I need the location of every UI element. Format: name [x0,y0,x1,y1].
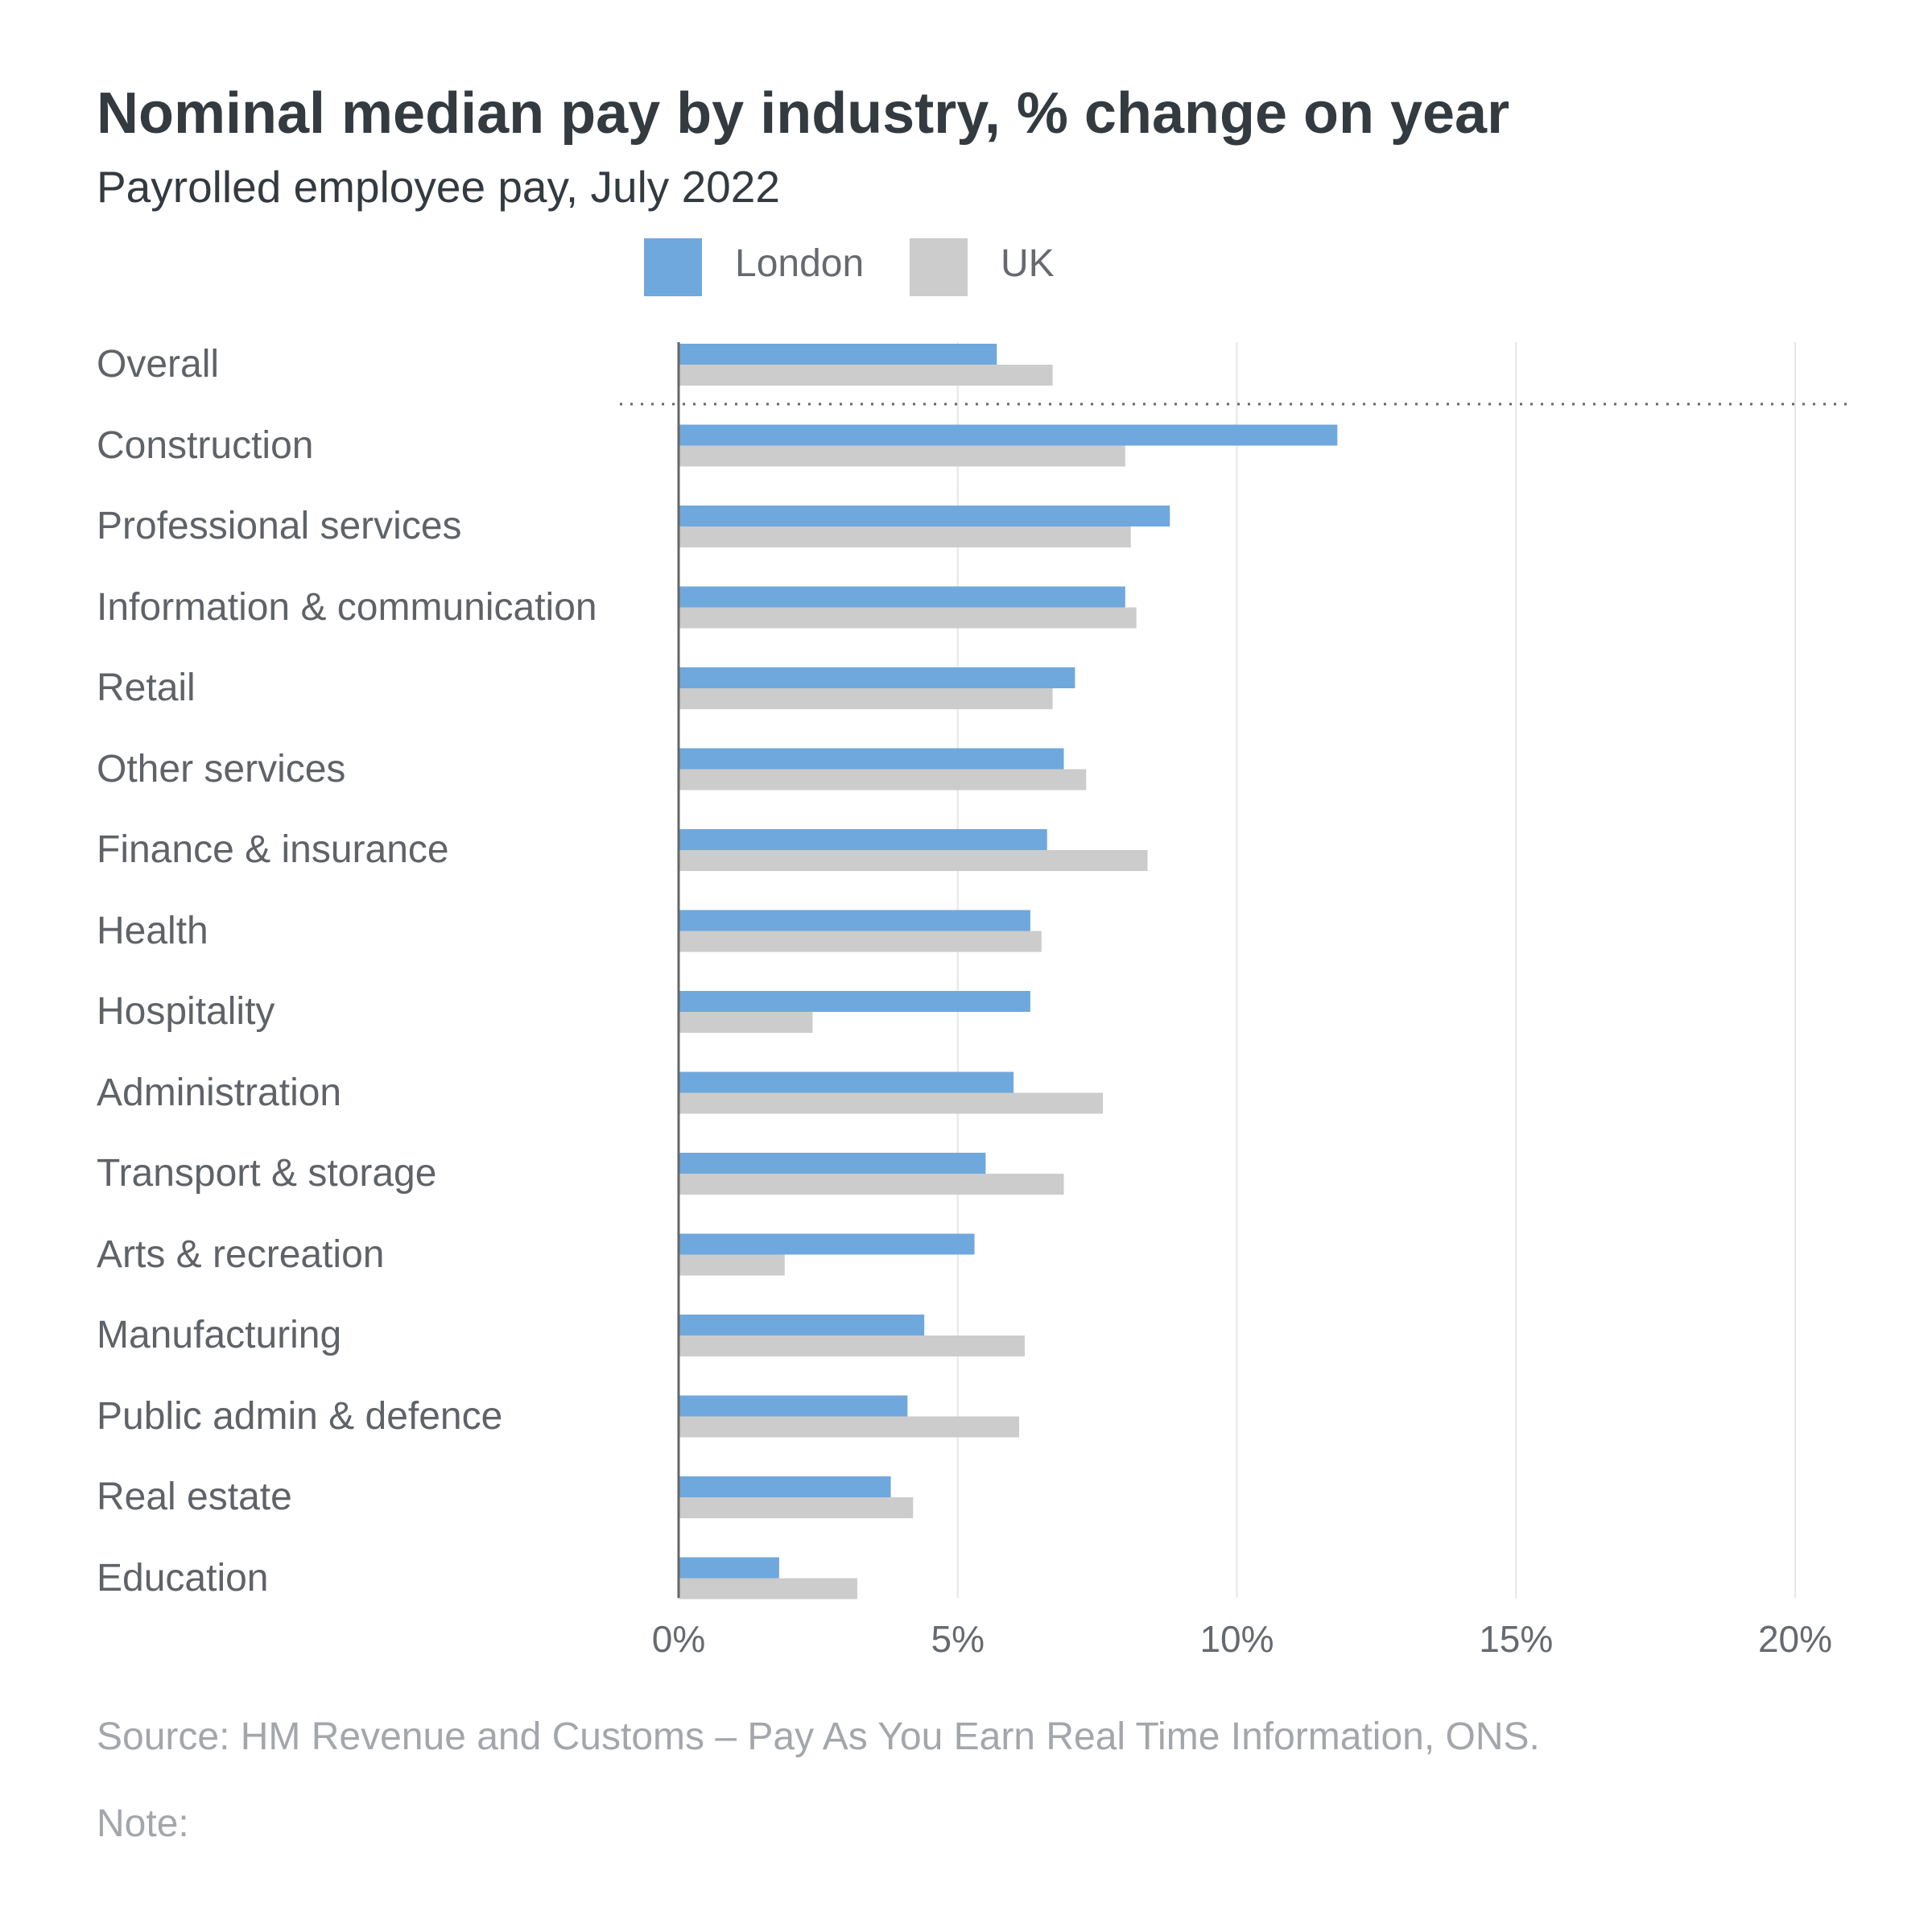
bar-uk-hospitality [679,1012,813,1033]
bar-uk-information-communication [679,607,1137,629]
bar-uk-administration [679,1092,1104,1114]
bar-uk-real-estate [679,1497,914,1518]
category-label: Public admin & defence [97,1394,503,1438]
bar-london-retail [679,667,1075,688]
category-label: Overall [97,343,220,386]
bar-london-construction [679,424,1338,446]
bar-london-other-services [679,748,1064,770]
bar-london-public-admin-defence [679,1395,908,1417]
category-label: Real estate [97,1476,292,1518]
bar-uk-finance-insurance [679,850,1148,871]
x-tick-label: 5% [931,1618,985,1660]
bar-uk-health [679,931,1042,952]
bar-london-transport-storage [679,1153,986,1174]
bar-uk-professional-services [679,526,1131,547]
bar-uk-other-services [679,769,1087,791]
category-label: Health [97,909,208,952]
chart-subtitle: Payrolled employee pay, July 2022 [97,162,780,212]
bar-london-professional-services [679,506,1170,526]
category-label: Administration [97,1071,342,1114]
category-label: Information & communication [97,585,597,629]
category-label: Hospitality [97,990,275,1033]
bar-london-arts-recreation [679,1233,975,1255]
bar-uk-arts-recreation [679,1254,785,1276]
category-label: Transport & storage [97,1152,437,1195]
x-tick-label: 15% [1479,1618,1553,1660]
bar-uk-construction [679,445,1125,467]
bar-uk-transport-storage [679,1174,1064,1195]
bar-uk-retail [679,688,1053,709]
category-label: Construction [97,423,314,467]
category-label: Retail [97,667,196,709]
bar-london-manufacturing [679,1315,925,1335]
legend-label-uk: UK [1001,242,1055,285]
footnote: Note: [97,1802,189,1845]
x-tick-label: 20% [1758,1618,1832,1660]
category-label: Other services [97,747,346,791]
legend-label-london: London [735,242,865,285]
category-label: Finance & insurance [97,828,449,871]
bar-london-overall [679,344,997,365]
bar-london-finance-insurance [679,829,1047,850]
bar-london-administration [679,1071,1014,1093]
bar-uk-overall [679,365,1053,386]
chart-title: Nominal median pay by industry, % change… [97,81,1510,146]
bar-uk-public-admin-defence [679,1416,1020,1438]
bar-london-information-communication [679,586,1125,608]
source-note: Source: HM Revenue and Customs – Pay As … [97,1715,1540,1758]
category-label: Arts & recreation [97,1232,385,1276]
x-tick-label: 0% [652,1618,705,1660]
bar-uk-education [679,1578,857,1600]
legend-swatch-uk [910,238,968,296]
bar-london-real-estate [679,1476,891,1497]
legend-swatch-london [644,238,702,296]
category-label: Education [97,1556,269,1600]
bar-london-hospitality [679,991,1030,1012]
x-tick-label: 10% [1199,1618,1274,1660]
bar-london-health [679,910,1030,931]
bar-uk-manufacturing [679,1335,1025,1356]
category-label: Professional services [97,505,462,547]
category-label: Manufacturing [97,1314,342,1356]
bar-london-education [679,1557,779,1579]
